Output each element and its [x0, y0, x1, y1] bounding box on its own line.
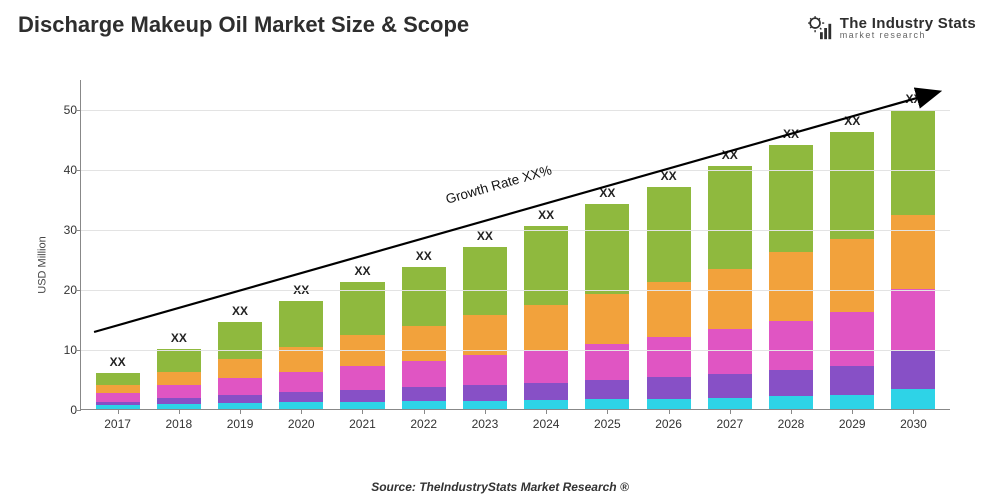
source-name: TheIndustryStats Market Research ® — [419, 480, 629, 494]
page-title: Discharge Makeup Oil Market Size & Scope — [18, 12, 469, 38]
growth-arrow — [81, 80, 951, 410]
brand-logo: The Industry Stats market research — [806, 14, 976, 42]
logo-sub-text: market research — [840, 31, 976, 40]
x-tick-label: 2026 — [655, 417, 682, 431]
x-tick-label: 2021 — [349, 417, 376, 431]
logo-main-text: The Industry Stats — [840, 16, 976, 31]
source-prefix: Source: — [371, 480, 419, 494]
x-tick-label: 2030 — [900, 417, 927, 431]
x-tick-label: 2018 — [165, 417, 192, 431]
x-tick-label: 2017 — [104, 417, 131, 431]
plot-region: XX2017XX2018XX2019XX2020XX2021XX2022XX20… — [80, 80, 950, 410]
x-tick-label: 2028 — [778, 417, 805, 431]
y-tick-label: 10 — [47, 343, 77, 357]
y-tick-label: 0 — [47, 403, 77, 417]
chart-area: USD Million XX2017XX2018XX2019XX2020XX20… — [40, 80, 970, 450]
y-tick-label: 30 — [47, 223, 77, 237]
x-tick-label: 2022 — [410, 417, 437, 431]
x-tick-label: 2024 — [533, 417, 560, 431]
x-tick-label: 2029 — [839, 417, 866, 431]
y-tick-label: 40 — [47, 163, 77, 177]
y-tick-label: 50 — [47, 103, 77, 117]
x-tick-label: 2023 — [472, 417, 499, 431]
source-caption: Source: TheIndustryStats Market Research… — [371, 480, 629, 494]
gear-bars-icon — [806, 14, 834, 42]
x-tick-label: 2025 — [594, 417, 621, 431]
y-tick-label: 20 — [47, 283, 77, 297]
x-tick-label: 2020 — [288, 417, 315, 431]
x-tick-label: 2027 — [716, 417, 743, 431]
x-tick-label: 2019 — [227, 417, 254, 431]
y-tick-mark — [76, 410, 81, 411]
